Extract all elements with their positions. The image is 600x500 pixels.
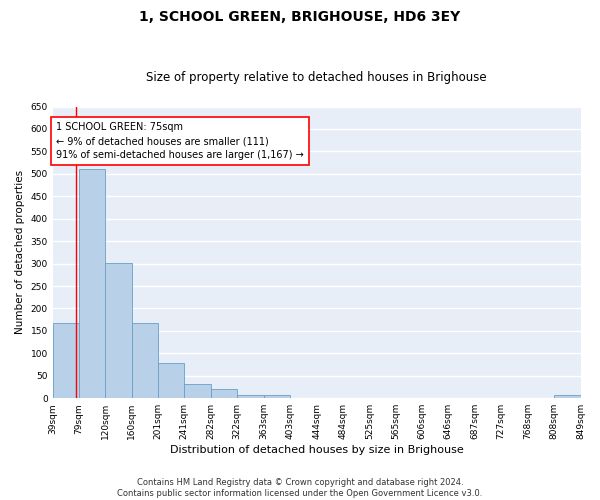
Bar <box>79 170 106 398</box>
Text: 1 SCHOOL GREEN: 75sqm
← 9% of detached houses are smaller (111)
91% of semi-deta: 1 SCHOOL GREEN: 75sqm ← 9% of detached h… <box>56 122 304 160</box>
Bar <box>106 263 131 398</box>
Bar <box>131 323 158 398</box>
Bar <box>237 395 264 398</box>
Bar <box>211 389 237 398</box>
Title: Size of property relative to detached houses in Brighouse: Size of property relative to detached ho… <box>146 72 487 85</box>
Text: Contains HM Land Registry data © Crown copyright and database right 2024.
Contai: Contains HM Land Registry data © Crown c… <box>118 478 482 498</box>
Bar <box>158 363 184 398</box>
X-axis label: Distribution of detached houses by size in Brighouse: Distribution of detached houses by size … <box>170 445 463 455</box>
Bar <box>184 384 211 398</box>
Text: 1, SCHOOL GREEN, BRIGHOUSE, HD6 3EY: 1, SCHOOL GREEN, BRIGHOUSE, HD6 3EY <box>139 10 461 24</box>
Bar <box>53 323 79 398</box>
Bar <box>554 394 581 398</box>
Y-axis label: Number of detached properties: Number of detached properties <box>15 170 25 334</box>
Bar <box>264 395 290 398</box>
